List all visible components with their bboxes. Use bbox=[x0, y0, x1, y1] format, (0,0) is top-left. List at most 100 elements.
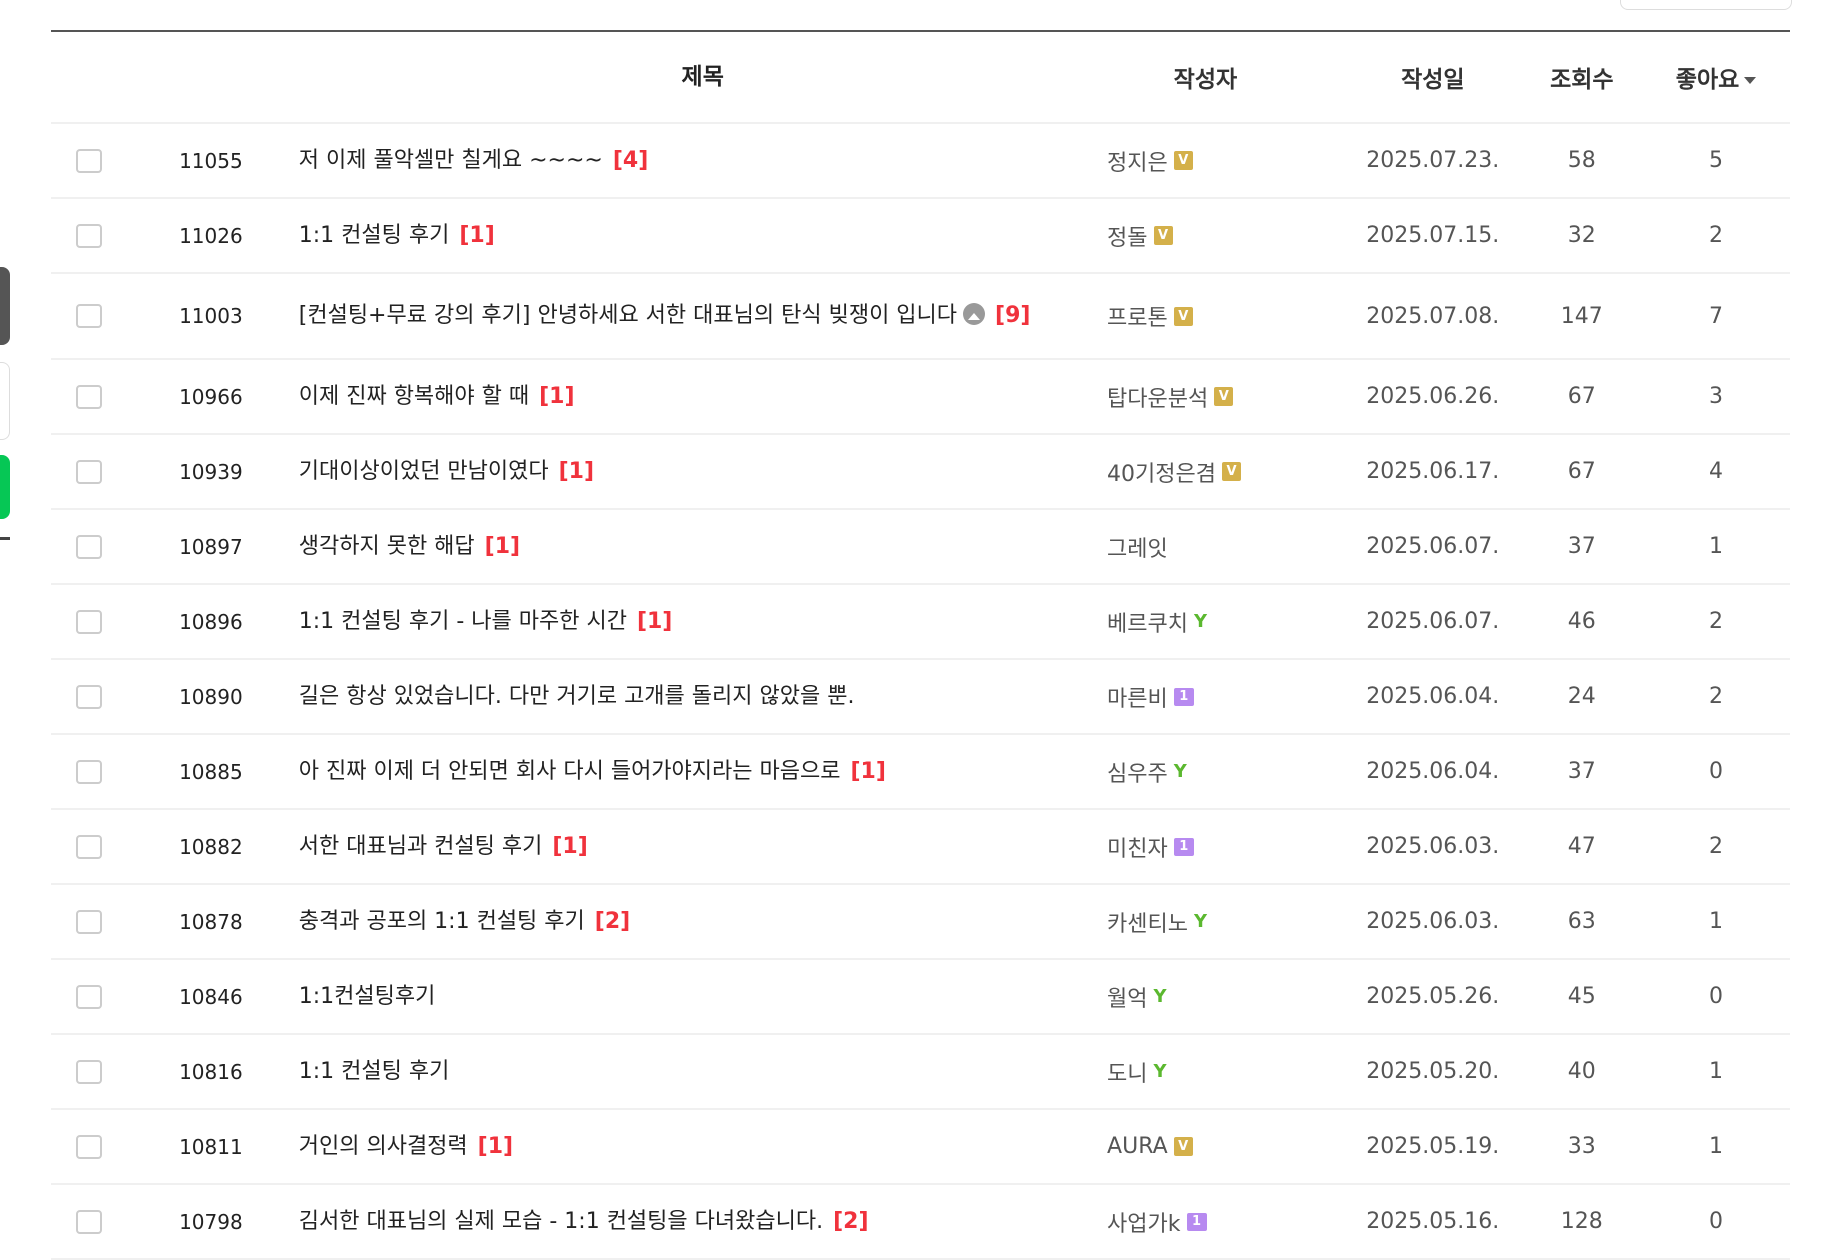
comment-count[interactable]: [1] bbox=[850, 758, 886, 784]
badge-v-icon: V bbox=[1173, 306, 1193, 326]
like-count: 5 bbox=[1708, 148, 1723, 173]
like-count: 7 bbox=[1708, 303, 1723, 329]
comment-count[interactable]: [4] bbox=[612, 147, 649, 173]
sprout-icon: Y bbox=[1194, 611, 1208, 632]
side-green-tab[interactable] bbox=[0, 455, 10, 519]
post-title-link[interactable]: 생각하지 못한 해답 bbox=[298, 533, 475, 559]
header-likes-label: 좋아요 bbox=[1675, 67, 1740, 93]
author-name[interactable]: 그레잇 bbox=[1107, 536, 1168, 562]
post-title-link[interactable]: [컨설팅+무료 강의 후기] 안녕하세요 서한 대표님의 탄식 빚쟁이 입니다 bbox=[298, 303, 958, 328]
table-row: 10882 서한 대표님과 컨설팅 후기 [1] 미친자 1 2025.06.03.… bbox=[51, 810, 1790, 885]
post-title-link[interactable]: 1:1 컨설팅 후기 - 나를 마주한 시간 bbox=[298, 608, 627, 634]
post-number: 11003 bbox=[179, 304, 243, 328]
row-checkbox-cell bbox=[51, 909, 126, 934]
comment-count[interactable]: [2] bbox=[833, 1208, 869, 1234]
sprout-icon: Y bbox=[1153, 1061, 1167, 1082]
view-count: 47 bbox=[1567, 834, 1596, 859]
post-title-link[interactable]: 1:1컨설팅후기 bbox=[298, 983, 436, 1009]
side-dark-tab[interactable] bbox=[0, 267, 10, 345]
comment-count[interactable]: [9] bbox=[995, 303, 1031, 328]
row-checkbox[interactable] bbox=[75, 759, 102, 784]
author-name[interactable]: 미친자 bbox=[1107, 836, 1168, 862]
post-title-cell: 1:1 컨설팅 후기 [1] bbox=[296, 220, 1107, 252]
author-cell: 월억 Y bbox=[1107, 981, 1344, 1013]
row-checkbox-cell bbox=[51, 534, 126, 559]
table-row: 10878 충격과 공포의 1:1 컨설팅 후기 [2] 카센티노 Y 2025.0… bbox=[51, 885, 1790, 960]
post-date: 2025.06.04. bbox=[1366, 759, 1500, 784]
comment-count[interactable]: [1] bbox=[484, 533, 521, 559]
post-title-link[interactable]: 1:1 컨설팅 후기 bbox=[298, 222, 450, 248]
author-name[interactable]: 월억 bbox=[1107, 986, 1148, 1012]
like-count: 1 bbox=[1708, 534, 1723, 559]
post-date: 2025.06.03. bbox=[1366, 909, 1500, 934]
author-name[interactable]: 심우주 bbox=[1107, 761, 1168, 787]
like-count: 1 bbox=[1708, 909, 1723, 934]
post-number: 10939 bbox=[179, 459, 243, 484]
row-checkbox[interactable] bbox=[75, 684, 102, 709]
row-checkbox[interactable] bbox=[75, 609, 102, 634]
comment-count[interactable]: [2] bbox=[594, 908, 631, 934]
row-checkbox[interactable] bbox=[75, 909, 102, 934]
post-title-cell: 1:1컨설팅후기 bbox=[296, 981, 1107, 1013]
row-checkbox[interactable] bbox=[75, 984, 102, 1009]
author-name[interactable]: 정돌 bbox=[1107, 225, 1148, 251]
author-cell: 프로톤 V bbox=[1107, 300, 1344, 332]
post-title-link[interactable]: 1:1 컨설팅 후기 bbox=[298, 1058, 450, 1084]
row-checkbox[interactable] bbox=[75, 1209, 102, 1234]
header-title: 제목 bbox=[681, 64, 724, 90]
post-title-link[interactable]: 이제 진짜 항복해야 할 때 bbox=[298, 383, 530, 409]
post-title-link[interactable]: 저 이제 풀악셀만 칠게요 ~~~~ bbox=[298, 147, 603, 173]
post-number: 10811 bbox=[179, 1134, 243, 1159]
post-title-cell: 길은 항상 있었습니다. 다만 거기로 고개를 돌리지 않았을 뿐. bbox=[296, 681, 1107, 713]
author-name[interactable]: 사업가k bbox=[1107, 1211, 1181, 1237]
comment-count[interactable]: [1] bbox=[552, 833, 588, 859]
comment-count[interactable]: [1] bbox=[539, 383, 575, 409]
row-checkbox[interactable] bbox=[75, 148, 102, 173]
comment-count[interactable]: [1] bbox=[477, 1133, 514, 1159]
post-number: 10896 bbox=[179, 609, 243, 634]
row-checkbox[interactable] bbox=[75, 384, 102, 409]
comment-count[interactable]: [1] bbox=[636, 608, 673, 634]
author-name[interactable]: 도니 bbox=[1107, 1061, 1148, 1087]
view-count: 24 bbox=[1567, 684, 1596, 709]
author-name[interactable]: 프로톤 bbox=[1107, 306, 1168, 331]
row-checkbox[interactable] bbox=[75, 304, 102, 328]
author-cell: 탑다운분석 V bbox=[1107, 381, 1344, 413]
row-checkbox[interactable] bbox=[75, 1134, 102, 1159]
row-checkbox[interactable] bbox=[75, 534, 102, 559]
view-count: 37 bbox=[1567, 759, 1596, 784]
view-count: 45 bbox=[1567, 984, 1596, 1009]
row-checkbox-cell bbox=[51, 984, 126, 1009]
sprout-icon: Y bbox=[1153, 986, 1167, 1007]
post-title-cell: 충격과 공포의 1:1 컨설팅 후기 [2] bbox=[296, 906, 1107, 938]
author-name[interactable]: AURA bbox=[1107, 1134, 1168, 1159]
author-name[interactable]: 탑다운분석 bbox=[1107, 386, 1209, 412]
post-title-link[interactable]: 기대이상이었던 만남이였다 bbox=[298, 458, 549, 484]
like-count: 3 bbox=[1708, 384, 1723, 409]
side-white-tab[interactable] bbox=[0, 362, 10, 440]
post-title-link[interactable]: 서한 대표님과 컨설팅 후기 bbox=[298, 833, 543, 859]
comment-count[interactable]: [1] bbox=[459, 222, 495, 248]
author-name[interactable]: 정지은 bbox=[1107, 150, 1168, 176]
author-name[interactable]: 베르쿠치 bbox=[1107, 611, 1189, 637]
author-name[interactable]: 카센티노 bbox=[1107, 911, 1189, 937]
like-count: 2 bbox=[1708, 834, 1723, 859]
row-checkbox[interactable] bbox=[75, 1059, 102, 1084]
header-likes-sort[interactable]: 좋아요 bbox=[1642, 60, 1790, 94]
post-title-link[interactable]: 거인의 의사결정력 bbox=[298, 1133, 468, 1159]
post-title-link[interactable]: 아 진짜 이제 더 안되면 회사 다시 들어가야지라는 마음으로 bbox=[298, 758, 841, 784]
top-right-button[interactable] bbox=[1620, 0, 1792, 10]
author-name[interactable]: 40기정은겸 bbox=[1107, 461, 1217, 487]
author-cell: AURA V bbox=[1107, 1134, 1344, 1159]
row-checkbox[interactable] bbox=[75, 223, 102, 248]
table-row: 10811 거인의 의사결정력 [1] AURA V 2025.05.19. 33 … bbox=[51, 1110, 1790, 1185]
view-count: 63 bbox=[1567, 909, 1596, 934]
row-checkbox[interactable] bbox=[75, 459, 102, 484]
post-title-link[interactable]: 김서한 대표님의 실제 모습 - 1:1 컨설팅을 다녀왔습니다. bbox=[298, 1208, 824, 1234]
post-title-link[interactable]: 길은 항상 있었습니다. 다만 거기로 고개를 돌리지 않았을 뿐. bbox=[298, 683, 855, 709]
author-name[interactable]: 마른비 bbox=[1107, 686, 1168, 712]
comment-count[interactable]: [1] bbox=[558, 458, 595, 484]
row-checkbox[interactable] bbox=[75, 834, 102, 859]
row-checkbox-cell bbox=[51, 1059, 126, 1084]
post-title-link[interactable]: 충격과 공포의 1:1 컨설팅 후기 bbox=[298, 908, 585, 934]
